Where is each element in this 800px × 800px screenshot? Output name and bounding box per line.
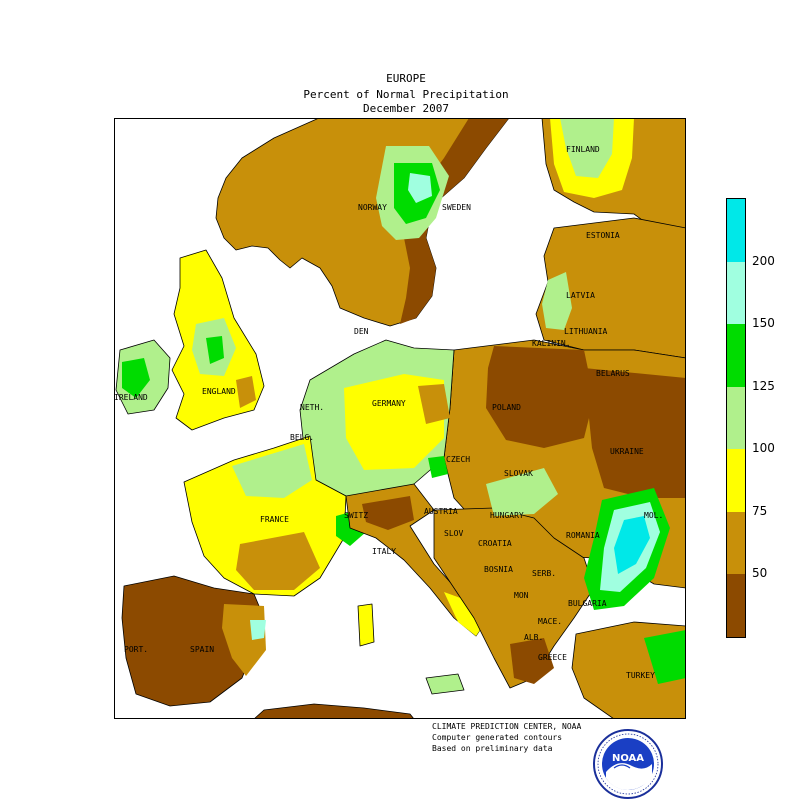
label-france: FRANCE — [260, 515, 289, 524]
label-kalinin: KALININ. — [532, 339, 571, 348]
map-title-region: EUROPE — [386, 72, 426, 85]
land-ireland-wet — [122, 358, 150, 398]
credit-line-2: Computer generated contours — [432, 733, 563, 742]
land-gb-wet-core — [206, 336, 224, 364]
land-poland-dry — [486, 346, 594, 448]
land-ukraine-dry — [584, 368, 686, 498]
legend-tick-label: 200 — [752, 253, 775, 268]
legend-tick-label: 50 — [752, 566, 768, 581]
label-estonia: ESTONIA — [586, 231, 620, 240]
label-ireland: IRELAND — [114, 393, 148, 402]
land-spain-wet — [250, 620, 266, 640]
noaa-logo-icon: NOAA — [593, 729, 663, 799]
land-czech-wet — [428, 456, 448, 478]
label-netherlands: NETH. — [300, 403, 324, 412]
land-france-brown — [236, 532, 320, 590]
label-poland: POLAND — [492, 403, 521, 412]
legend-bin — [727, 386, 745, 450]
land-germany-brown — [418, 384, 450, 424]
label-norway: NORWAY — [358, 203, 387, 212]
map-frame — [114, 118, 686, 719]
label-finland: FINLAND — [566, 145, 600, 154]
label-denmark: DEN — [354, 327, 369, 336]
land-north-africa — [253, 703, 415, 719]
label-germany: GERMANY — [372, 399, 406, 408]
legend-tick-label: 100 — [752, 441, 775, 456]
land-balkans — [433, 507, 595, 689]
label-romania: ROMANIA — [566, 531, 600, 540]
legend-bin — [727, 199, 745, 262]
legend-tick-label: 150 — [752, 316, 775, 331]
label-greece: GREECE — [538, 653, 567, 662]
land-finland-green — [560, 118, 614, 178]
map-title-variable: Percent of Normal Precipitation — [303, 88, 509, 101]
legend-bin — [727, 324, 745, 387]
land-sweden-dry — [400, 118, 509, 324]
label-bosnia: BOSNIA — [484, 565, 513, 574]
legend-bin — [727, 261, 745, 325]
land-sicily — [425, 673, 465, 695]
label-england: ENGLAND — [202, 387, 236, 396]
label-ukraine: UKRAINE — [610, 447, 644, 456]
label-slovenia: SLOV — [444, 529, 463, 538]
label-serbia: SERB. — [532, 569, 556, 578]
label-portugal: PORT. — [124, 645, 148, 654]
label-albania: ALB. — [524, 633, 543, 642]
land-france-green — [232, 444, 312, 498]
color-legend — [726, 198, 746, 638]
legend-tick-label: 125 — [752, 378, 775, 393]
land-turkey-wet — [644, 630, 686, 684]
label-hungary: HUNGARY — [490, 511, 524, 520]
legend-bin — [727, 449, 745, 512]
label-sweden: SWEDEN — [442, 203, 471, 212]
legend-bin — [727, 574, 745, 637]
label-czech: CZECH — [446, 455, 470, 464]
precipitation-map: FINLAND NORWAY SWEDEN ESTONIA LATVIA LIT… — [114, 118, 686, 719]
country-labels: FINLAND NORWAY SWEDEN ESTONIA LATVIA LIT… — [114, 145, 663, 680]
label-austria: AUSTRIA — [424, 507, 458, 516]
label-macedonia: MACE. — [538, 617, 562, 626]
legend-bin — [727, 511, 745, 575]
label-turkey: TURKEY — [626, 671, 655, 680]
label-bulgaria: BULGARIA — [568, 599, 607, 608]
land-latvia-wet — [542, 272, 572, 330]
label-slovakia: SLOVAK — [504, 469, 533, 478]
label-italy: ITALY — [372, 547, 396, 556]
land-hungary-green — [486, 468, 558, 516]
label-croatia: CROATIA — [478, 539, 512, 548]
credit-line-1: CLIMATE PREDICTION CENTER, NOAA — [432, 722, 582, 731]
land-germany-yellow — [344, 374, 444, 470]
land-italy-south-yellow — [444, 592, 488, 636]
label-latvia: LATVIA — [566, 291, 595, 300]
legend-tick-label: 75 — [752, 503, 768, 518]
label-belarus: BELARUS — [596, 369, 630, 378]
label-moldova: MOL. — [644, 511, 663, 520]
label-montenegro: MON — [514, 591, 529, 600]
logo-text: NOAA — [612, 753, 644, 764]
land-greece-dry — [510, 638, 554, 684]
land-sardinia — [357, 603, 375, 647]
label-belgium: BELG. — [290, 433, 314, 442]
credit-line-3: Based on preliminary data — [432, 744, 553, 753]
label-lithuania: LITHUANIA — [564, 327, 608, 336]
credits-block: CLIMATE PREDICTION CENTER, NOAA Computer… — [432, 721, 581, 754]
label-spain: SPAIN — [190, 645, 214, 654]
land-norway-wet-peak — [408, 173, 432, 203]
map-title-period: December 2007 — [362, 102, 450, 115]
land-gb-dry — [236, 376, 256, 408]
label-switzerland: SWITZ — [344, 511, 368, 520]
land-italy-dry — [362, 496, 414, 530]
land-romania-wet-3 — [614, 516, 650, 574]
